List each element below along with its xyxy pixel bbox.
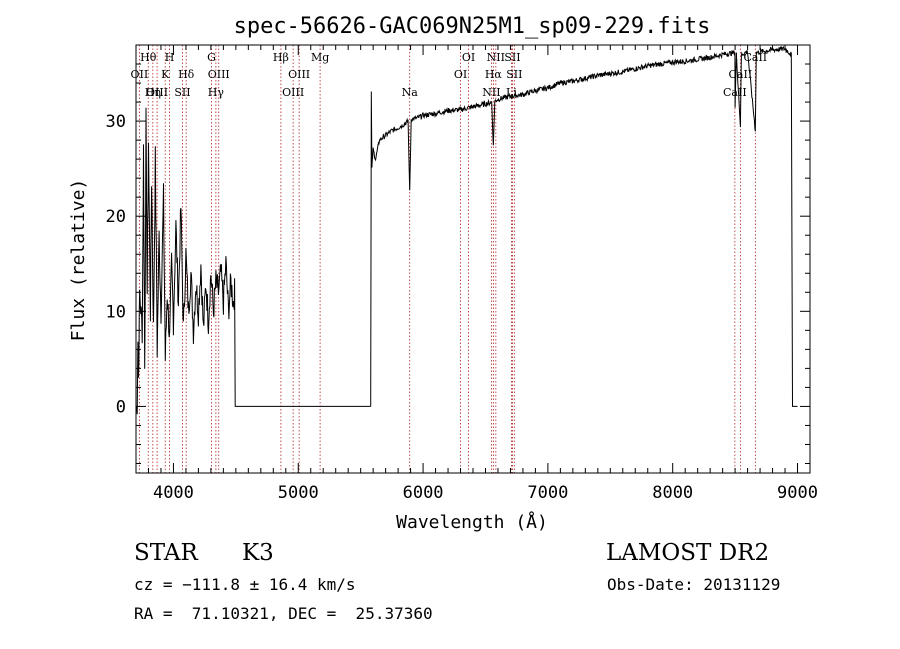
x-axis-label: Wavelength (Å) <box>396 511 548 533</box>
observation-date: Obs-Date: 20131129 <box>607 575 781 594</box>
line-label: OII <box>131 68 149 81</box>
line-label: Mg <box>311 51 329 64</box>
plot-frame <box>135 44 811 474</box>
y-tick-label: 20 <box>106 207 126 227</box>
y-tick-label: 30 <box>106 112 126 132</box>
line-label: Hγ <box>208 86 225 99</box>
chart-title: spec-56626-GAC069N25M1_sp09-229.fits <box>234 14 711 39</box>
x-tick-label: 9000 <box>777 483 818 503</box>
line-label: SII <box>174 86 190 99</box>
object-subclass: K3 <box>242 540 274 566</box>
line-label: Na <box>402 86 419 99</box>
x-tick-label: 6000 <box>403 483 444 503</box>
line-label: Hθ <box>140 51 157 64</box>
line-label: Hδ <box>178 68 195 81</box>
line-label: SII <box>506 68 522 81</box>
line-label: Hα <box>485 68 503 81</box>
line-label: OIII <box>208 68 230 81</box>
line-label: CaII <box>723 86 747 99</box>
line-label: OIII <box>288 68 310 81</box>
x-tick-label: 7000 <box>527 483 568 503</box>
line-label: OIII <box>146 86 168 99</box>
y-tick-label: 10 <box>106 302 126 322</box>
line-label: G <box>207 51 216 64</box>
y-axis-label: Flux (relative) <box>68 179 89 342</box>
line-label: SII <box>504 51 520 64</box>
x-tick-label: 8000 <box>652 483 693 503</box>
line-label: OI <box>462 51 475 64</box>
x-tick-label: 4000 <box>153 483 194 503</box>
line-label: H <box>165 51 175 64</box>
object-class: STAR <box>134 540 198 566</box>
spectrum-line <box>136 45 798 415</box>
x-tick-label: 5000 <box>278 483 319 503</box>
line-label: K <box>161 68 170 81</box>
redshift-readout: cz = −111.8 ± 16.4 km/s <box>134 575 356 594</box>
line-label: NII <box>482 86 500 99</box>
line-label: Li <box>506 86 517 99</box>
survey-name: LAMOST DR2 <box>606 540 770 566</box>
y-tick-label: 0 <box>116 397 126 417</box>
line-label: Hβ <box>273 51 289 64</box>
line-label: OIII <box>282 86 304 99</box>
line-label: CaII <box>743 51 767 64</box>
line-label: Hη <box>145 86 161 99</box>
coordinates-readout: RA = 71.10321, DEC = 25.37360 <box>134 604 433 623</box>
line-label: CaII <box>729 68 753 81</box>
line-label: NII <box>487 51 505 64</box>
line-label: OI <box>454 68 467 81</box>
